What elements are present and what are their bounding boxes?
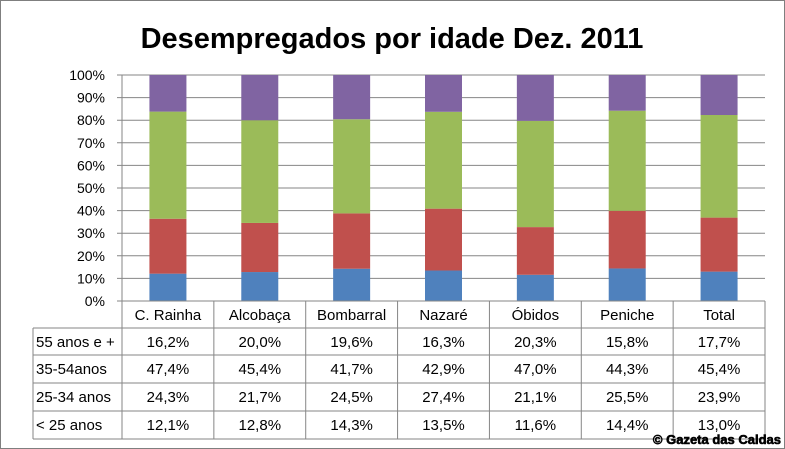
bar-segment (333, 213, 371, 269)
bar-segment (700, 75, 738, 116)
table-column-header: Nazaré (419, 307, 467, 324)
bar-segment (425, 75, 462, 112)
table-cell: 14,4% (606, 417, 649, 434)
table-cell: 45,4% (698, 361, 741, 378)
bar-segment (516, 75, 554, 121)
table-cell: 41,7% (330, 361, 373, 378)
table-cell: 13,0% (698, 417, 741, 434)
table-cell: 16,2% (147, 334, 190, 351)
table-cell: 15,8% (606, 334, 649, 351)
table-cell: 16,3% (422, 334, 465, 351)
bar-segment (149, 218, 187, 274)
bar-segment (608, 75, 646, 111)
table-cell: 24,5% (330, 389, 373, 406)
chart-title: Desempregados por idade Dez. 2011 (141, 23, 644, 55)
table-cell: 19,6% (330, 334, 373, 351)
table-cell: 23,9% (698, 389, 741, 406)
bar-segment (241, 120, 279, 223)
table-cell: 21,7% (239, 389, 282, 406)
y-tick-label: 60% (77, 157, 105, 173)
table-row-header: 35-54anos (36, 361, 107, 378)
table-cell: 20,3% (514, 334, 557, 351)
y-tick-label: 100% (69, 67, 105, 83)
table-column-header: Bombarral (317, 307, 386, 324)
table-cell: 20,0% (239, 334, 282, 351)
bar-segment (333, 268, 371, 301)
table-cell: 47,0% (514, 361, 557, 378)
table-cell: 24,3% (147, 389, 190, 406)
table-cell: 21,1% (514, 389, 557, 406)
y-tick-label: 40% (77, 203, 105, 219)
table-cell: 25,5% (606, 389, 649, 406)
bar-segment (241, 75, 279, 121)
y-tick-label: 70% (77, 135, 105, 151)
table-column-header: C. Rainha (135, 307, 202, 324)
table-cell: 13,5% (422, 417, 465, 434)
table-column-header: Alcobaça (229, 307, 291, 324)
bar-segment (608, 268, 646, 301)
table-row-header: 55 anos e + (36, 334, 115, 351)
table-cell: 17,7% (698, 334, 741, 351)
y-tick-label: 50% (77, 180, 105, 196)
y-tick-label: 0% (85, 293, 105, 309)
y-tick-label: 20% (77, 248, 105, 264)
table-row-header: 25-34 anos (36, 389, 111, 406)
table-cell: 11,6% (515, 417, 556, 434)
table-cell: 45,4% (239, 361, 282, 378)
table-row-header: < 25 anos (36, 417, 102, 434)
y-tick-label: 90% (77, 90, 105, 106)
table-cell: 14,3% (330, 417, 373, 434)
y-tick-label: 10% (77, 270, 105, 286)
bar-segment (516, 227, 554, 275)
table-column-header: Peniche (600, 307, 654, 324)
bar-segment (333, 75, 371, 120)
bar-segment (516, 120, 554, 228)
bar-segment (425, 208, 462, 271)
table-cell: 12,1% (147, 417, 190, 434)
watermark: © Gazeta das Caldas (653, 432, 781, 447)
table-column-header: Óbidos (512, 307, 560, 324)
table-column-header: Total (703, 307, 735, 324)
table-cell: 42,9% (422, 361, 465, 378)
bar-segment (608, 110, 646, 211)
bar-segment (149, 75, 187, 112)
bar-segment (516, 274, 554, 301)
table-cell: 12,8% (239, 417, 282, 434)
bar-segment (425, 111, 462, 209)
y-tick-label: 80% (77, 112, 105, 128)
table-cell: 27,4% (422, 389, 465, 406)
bar-segment (149, 273, 187, 301)
bar-segment (425, 270, 462, 301)
table-cell: 47,4% (147, 361, 190, 378)
table-cell: 44,3% (606, 361, 649, 378)
bar-segment (700, 217, 738, 272)
bar-segment (700, 115, 738, 218)
bar-segment (241, 272, 279, 301)
bar-segment (241, 222, 279, 273)
bar-segment (333, 119, 371, 214)
bar-segment (149, 111, 187, 219)
bar-segment (608, 210, 646, 269)
y-tick-label: 30% (77, 225, 105, 241)
bar-segment (700, 271, 738, 301)
